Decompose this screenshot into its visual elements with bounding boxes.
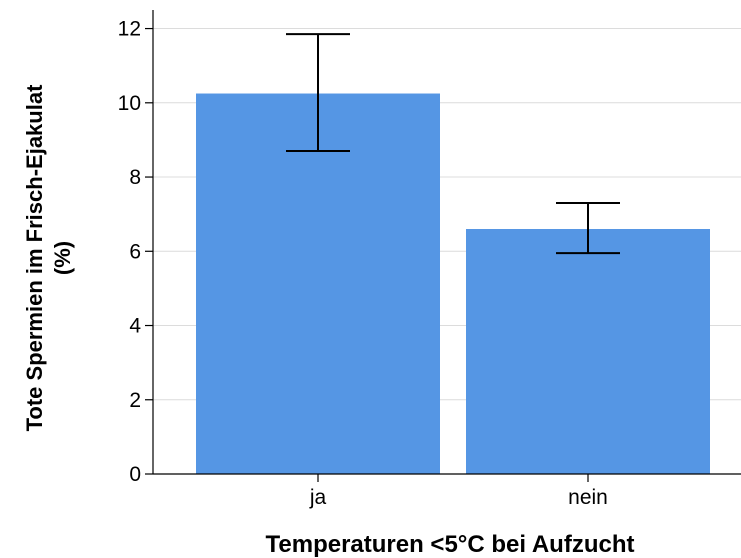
- y-tick-label: 10: [118, 92, 141, 115]
- bars: [196, 93, 710, 475]
- bar-nein: [466, 229, 710, 474]
- x-tick-labels: ja nein: [309, 486, 608, 509]
- y-tick-label: 12: [118, 18, 141, 41]
- x-tick-label-nein: nein: [568, 486, 608, 509]
- bar-ja: [196, 93, 440, 475]
- y-axis-title-line1: Tote Spermien im Frisch-Ejakulat: [22, 84, 47, 431]
- y-tick-label: 0: [129, 463, 141, 486]
- y-axis-title-line2: (%): [50, 241, 75, 275]
- error-bars: [286, 33, 620, 255]
- axes: [145, 10, 741, 482]
- y-tick-label: 6: [129, 240, 141, 263]
- y-tick-labels: 0 2 4 6 8 10 12: [118, 18, 142, 486]
- y-tick-label: 2: [129, 389, 141, 412]
- y-axis-title: Tote Spermien im Frisch-Ejakulat (%): [22, 84, 75, 431]
- y-tick-label: 8: [129, 166, 141, 189]
- y-tick-label: 4: [129, 315, 141, 338]
- x-axis-title: Temperaturen <5°C bei Aufzucht: [266, 531, 635, 558]
- x-tick-label-ja: ja: [309, 486, 327, 509]
